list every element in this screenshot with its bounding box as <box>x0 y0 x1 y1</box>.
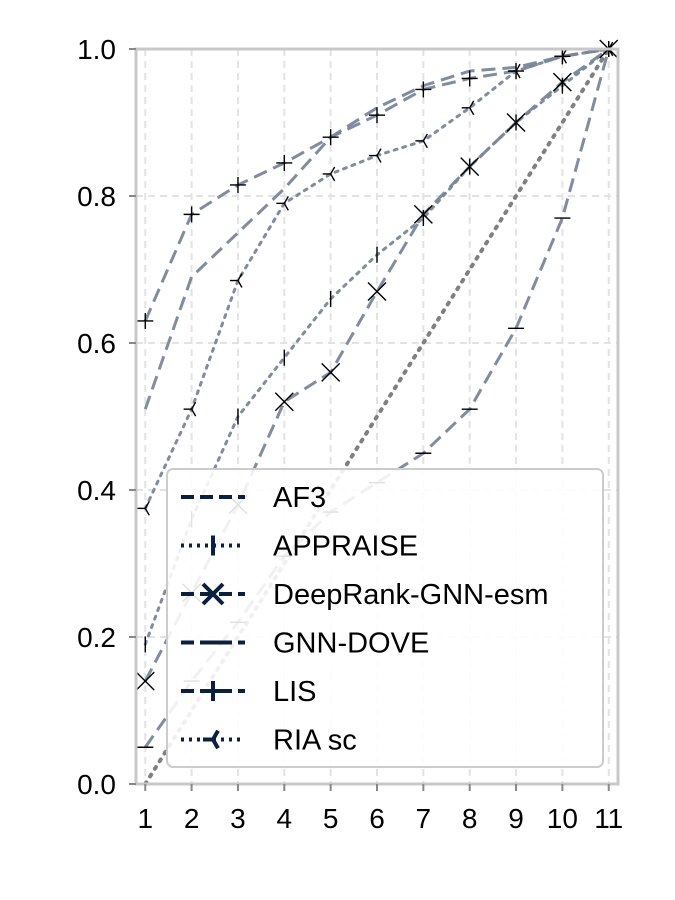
data-point-lis-5 <box>322 129 339 146</box>
data-point-ria-sc-6 <box>369 148 382 163</box>
legend-item-appraise: APPRAISE <box>181 531 418 563</box>
data-point-lis-8 <box>461 70 478 87</box>
legend-item-deeprank-gnn-esm: DeepRank-GNN-esm <box>181 579 549 611</box>
data-point-lis-3 <box>229 176 246 193</box>
legend-item-af3: AF3 <box>181 482 326 514</box>
data-point-deeprank-gnn-esm-8 <box>460 157 480 177</box>
x-tick-label: 7 <box>416 803 432 834</box>
data-point-ria-sc-7 <box>415 133 428 149</box>
y-tick-label: 0.4 <box>77 475 116 506</box>
data-point-ria-sc-4 <box>276 196 289 211</box>
legend-box <box>166 468 604 768</box>
x-tick-label: 6 <box>369 803 385 834</box>
y-tick-label: 1.0 <box>77 34 116 65</box>
y-tick-label: 0.2 <box>77 622 116 653</box>
x-tick-label: 5 <box>323 803 339 834</box>
axis-ticks: 1 2 3 4 5 6 7 8 9 10 11 0.0 0.2 0.4 0.6 0.8 1.0 <box>77 34 623 834</box>
x-tick-label: 3 <box>230 803 246 834</box>
data-point-ria-sc-1 <box>137 501 150 516</box>
x-tick-label: 11 <box>594 803 623 834</box>
legend-item-ria-sc: RIA sc <box>181 725 357 757</box>
y-tick-label: 0.6 <box>77 328 116 359</box>
series-line-af3 <box>143 47 609 410</box>
data-point-lis-6 <box>369 107 385 124</box>
y-tick-label: 0.8 <box>77 181 116 212</box>
y-tick-label: 0.0 <box>77 769 116 800</box>
legend: AF3 APPRAISE DeepRank-GNN-esm GNN-DOVE LIS RI… <box>166 468 604 768</box>
legend-item-lis: LIS <box>181 676 317 708</box>
data-point-ria-sc-5 <box>322 166 336 182</box>
legend-label: RIA sc <box>273 725 357 757</box>
data-point-ria-sc-8 <box>461 100 475 116</box>
series-line-deeprank-gnn-esm <box>143 47 610 682</box>
data-point-lis-1 <box>137 312 154 329</box>
legend-marker-deeprank-gnn-esm <box>201 582 225 606</box>
series-markers <box>135 39 619 748</box>
legend-label: DeepRank-GNN-esm <box>273 579 549 611</box>
x-tick-label: 8 <box>462 803 478 834</box>
data-point-lis-4 <box>276 154 293 171</box>
x-tick-label: 10 <box>547 803 578 834</box>
data-point-ria-sc-10 <box>554 49 567 64</box>
x-tick-label: 4 <box>277 803 293 834</box>
data-point-lis-7 <box>415 81 432 98</box>
data-point-deeprank-gnn-esm-10 <box>552 72 572 92</box>
data-point-deeprank-gnn-esm-7 <box>413 204 433 224</box>
data-point-lis-2 <box>183 206 200 223</box>
legend-label: GNN-DOVE <box>273 628 429 660</box>
data-point-ria-sc-2 <box>183 401 197 417</box>
data-point-deeprank-gnn-esm-1 <box>135 671 155 691</box>
x-tick-label: 9 <box>508 803 524 834</box>
data-point-ria-sc-9 <box>508 63 521 79</box>
legend-label: LIS <box>273 676 317 708</box>
data-point-deeprank-gnn-esm-9 <box>506 113 526 132</box>
legend-item-gnn-dove: GNN-DOVE <box>181 628 429 660</box>
x-tick-label: 1 <box>137 803 153 834</box>
x-tick-label: 2 <box>184 803 200 834</box>
legend-label: APPRAISE <box>273 531 418 563</box>
legend-label: AF3 <box>273 482 326 514</box>
data-point-deeprank-gnn-esm-6 <box>367 282 387 302</box>
data-point-ria-sc-3 <box>229 273 243 288</box>
legend-marker-lis <box>203 681 223 701</box>
legend-marker-ria-sc <box>203 729 220 750</box>
data-point-deeprank-gnn-esm-5 <box>321 362 341 382</box>
data-point-deeprank-gnn-esm-4 <box>274 392 294 412</box>
